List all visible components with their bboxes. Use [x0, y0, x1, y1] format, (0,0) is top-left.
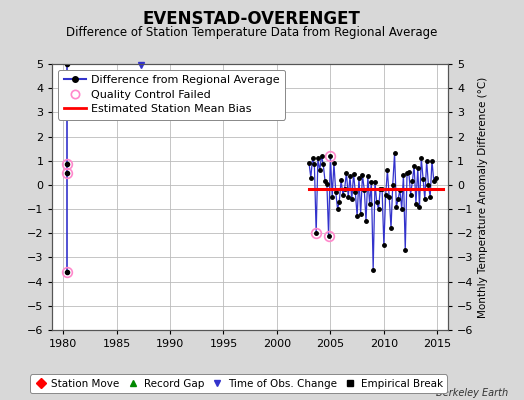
Legend: Difference from Regional Average, Quality Control Failed, Estimated Station Mean: Difference from Regional Average, Qualit…: [58, 70, 286, 120]
Text: EVENSTAD-OVERENGET: EVENSTAD-OVERENGET: [143, 10, 361, 28]
Legend: Station Move, Record Gap, Time of Obs. Change, Empirical Break: Station Move, Record Gap, Time of Obs. C…: [29, 374, 447, 393]
Text: Berkeley Earth: Berkeley Earth: [436, 388, 508, 398]
Y-axis label: Monthly Temperature Anomaly Difference (°C): Monthly Temperature Anomaly Difference (…: [478, 76, 488, 318]
Text: Difference of Station Temperature Data from Regional Average: Difference of Station Temperature Data f…: [66, 26, 437, 39]
